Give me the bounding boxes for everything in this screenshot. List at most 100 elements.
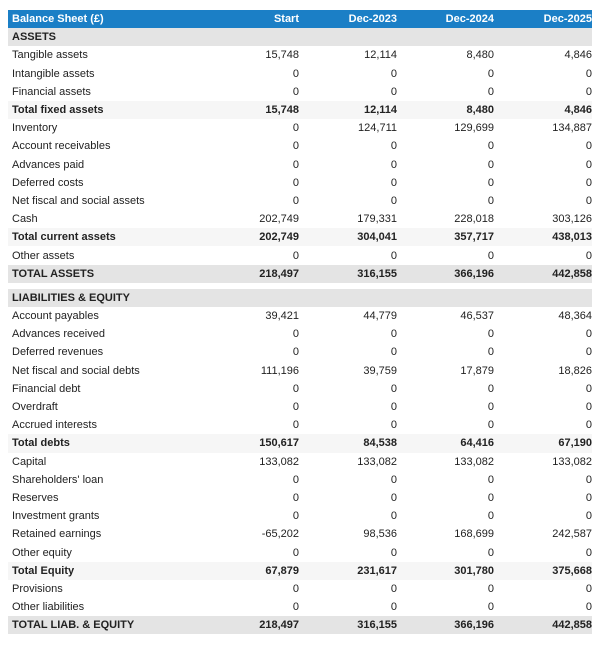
value-cell: 0 bbox=[487, 67, 494, 80]
row-label: Account receivables bbox=[12, 140, 111, 153]
table-row: Deferred costs 0 0 0 0 bbox=[8, 174, 592, 192]
value-cell: 0 bbox=[585, 194, 592, 207]
value-cell: 0 bbox=[292, 194, 299, 207]
value-cell: 0 bbox=[585, 382, 592, 395]
value-cell: 0 bbox=[487, 328, 494, 341]
value-cell: 0 bbox=[292, 140, 299, 153]
value-cell: 0 bbox=[292, 382, 299, 395]
value-cell: 48,364 bbox=[558, 310, 592, 323]
row-label: Advances received bbox=[12, 328, 105, 341]
row-label: Net fiscal and social debts bbox=[12, 364, 140, 377]
subtotal-row: Total current assets 202,749 304,041 357,71… bbox=[8, 228, 592, 247]
value-cell: 202,749 bbox=[259, 231, 299, 244]
value-cell: 0 bbox=[487, 140, 494, 153]
value-cell: 0 bbox=[292, 419, 299, 432]
table-row: Retained earnings -65,202 98,536 168,699 242… bbox=[8, 525, 592, 543]
value-cell: 4,846 bbox=[564, 49, 592, 62]
value-cell: 67,879 bbox=[265, 564, 299, 577]
value-cell: 0 bbox=[585, 328, 592, 341]
value-cell: 0 bbox=[487, 546, 494, 559]
value-cell: 0 bbox=[390, 401, 397, 414]
value-cell: 0 bbox=[390, 582, 397, 595]
assets-rows: Tangible assets 15,748 12,114 8,480 4,846 Int… bbox=[8, 46, 592, 283]
table-row: Financial assets 0 0 0 0 bbox=[8, 83, 592, 101]
subtotal-row: Total fixed assets 15,748 12,114 8,480 4,846 bbox=[8, 100, 592, 120]
value-cell: 0 bbox=[390, 249, 397, 262]
value-cell: 133,082 bbox=[552, 455, 592, 468]
row-label: Total Equity bbox=[12, 564, 75, 577]
table-title: Balance Sheet (£) bbox=[12, 13, 104, 26]
value-cell: 133,082 bbox=[454, 455, 494, 468]
value-cell: 15,748 bbox=[265, 49, 299, 62]
row-label: TOTAL LIAB. & EQUITY bbox=[12, 619, 135, 632]
value-cell: 84,538 bbox=[363, 437, 397, 450]
balance-sheet-table: Balance Sheet (£) Start Dec-2023 Dec-202… bbox=[8, 10, 592, 635]
column-header-start: Start bbox=[273, 13, 299, 26]
table-header-row: Balance Sheet (£) Start Dec-2023 Dec-202… bbox=[8, 10, 592, 29]
table-row: Capital 133,082 133,082 133,082 133,082 bbox=[8, 453, 592, 471]
value-cell: 133,082 bbox=[357, 455, 397, 468]
value-cell: 0 bbox=[585, 582, 592, 595]
value-cell: 0 bbox=[585, 473, 592, 486]
table-row: Tangible assets 15,748 12,114 8,480 4,846 bbox=[8, 46, 592, 64]
row-label: Deferred costs bbox=[12, 176, 84, 189]
row-label: Other liabilities bbox=[12, 601, 85, 614]
value-cell: 12,114 bbox=[363, 104, 397, 117]
value-cell: 0 bbox=[585, 419, 592, 432]
table-row: Shareholders' loan 0 0 0 0 bbox=[8, 471, 592, 489]
row-label: Reserves bbox=[12, 491, 59, 504]
value-cell: 0 bbox=[487, 249, 494, 262]
liabilities-rows: Account payables 39,421 44,779 46,537 48,364… bbox=[8, 307, 592, 635]
row-label: Deferred revenues bbox=[12, 346, 104, 359]
row-label: Intangible assets bbox=[12, 67, 95, 80]
value-cell: 0 bbox=[292, 328, 299, 341]
column-header-dec-2025: Dec-2025 bbox=[543, 13, 592, 26]
value-cell: 0 bbox=[390, 176, 397, 189]
value-cell: 15,748 bbox=[265, 104, 299, 117]
value-cell: 0 bbox=[585, 67, 592, 80]
value-cell: -65,202 bbox=[261, 528, 299, 541]
table-row: Net fiscal and social assets 0 0 0 0 bbox=[8, 192, 592, 210]
section-header-assets: ASSETS bbox=[8, 28, 592, 47]
row-label: Financial debt bbox=[12, 382, 81, 395]
value-cell: 0 bbox=[487, 194, 494, 207]
value-cell: 111,196 bbox=[260, 364, 299, 377]
value-cell: 8,480 bbox=[466, 49, 494, 62]
grand-total-row: TOTAL ASSETS 218,497 316,155 366,196 442,858 bbox=[8, 264, 592, 283]
value-cell: 231,617 bbox=[357, 564, 397, 577]
row-label: Other equity bbox=[12, 546, 72, 559]
value-cell: 0 bbox=[487, 473, 494, 486]
value-cell: 0 bbox=[585, 158, 592, 171]
value-cell: 438,013 bbox=[552, 231, 592, 244]
subtotal-row: Total Equity 67,879 231,617 301,780 375,668 bbox=[8, 561, 592, 580]
table-row: Advances received 0 0 0 0 bbox=[8, 325, 592, 343]
value-cell: 316,155 bbox=[357, 619, 397, 632]
value-cell: 316,155 bbox=[357, 267, 397, 280]
section-title: LIABILITIES & EQUITY bbox=[12, 291, 130, 304]
value-cell: 0 bbox=[390, 158, 397, 171]
row-label: Net fiscal and social assets bbox=[12, 194, 145, 207]
value-cell: 228,018 bbox=[454, 213, 494, 226]
value-cell: 0 bbox=[390, 67, 397, 80]
table-row: Provisions 0 0 0 0 bbox=[8, 580, 592, 598]
row-label: Investment grants bbox=[12, 510, 100, 523]
value-cell: 124,711 bbox=[358, 122, 397, 135]
table-row: Advances paid 0 0 0 0 bbox=[8, 156, 592, 174]
value-cell: 0 bbox=[390, 346, 397, 359]
column-header-dec-2023: Dec-2023 bbox=[348, 13, 397, 26]
table-row: Inventory 0 124,711 129,699 134,887 bbox=[8, 119, 592, 137]
value-cell: 0 bbox=[487, 582, 494, 595]
value-cell: 8,480 bbox=[466, 104, 494, 117]
value-cell: 0 bbox=[585, 140, 592, 153]
row-label: Advances paid bbox=[12, 158, 85, 171]
table-row: Other equity 0 0 0 0 bbox=[8, 543, 592, 561]
value-cell: 0 bbox=[487, 346, 494, 359]
value-cell: 0 bbox=[585, 491, 592, 504]
table-row: Accrued interests 0 0 0 0 bbox=[8, 416, 592, 434]
value-cell: 0 bbox=[487, 491, 494, 504]
value-cell: 0 bbox=[487, 382, 494, 395]
row-label: Overdraft bbox=[12, 401, 58, 414]
table-row: Deferred revenues 0 0 0 0 bbox=[8, 343, 592, 361]
value-cell: 0 bbox=[390, 382, 397, 395]
value-cell: 0 bbox=[585, 546, 592, 559]
